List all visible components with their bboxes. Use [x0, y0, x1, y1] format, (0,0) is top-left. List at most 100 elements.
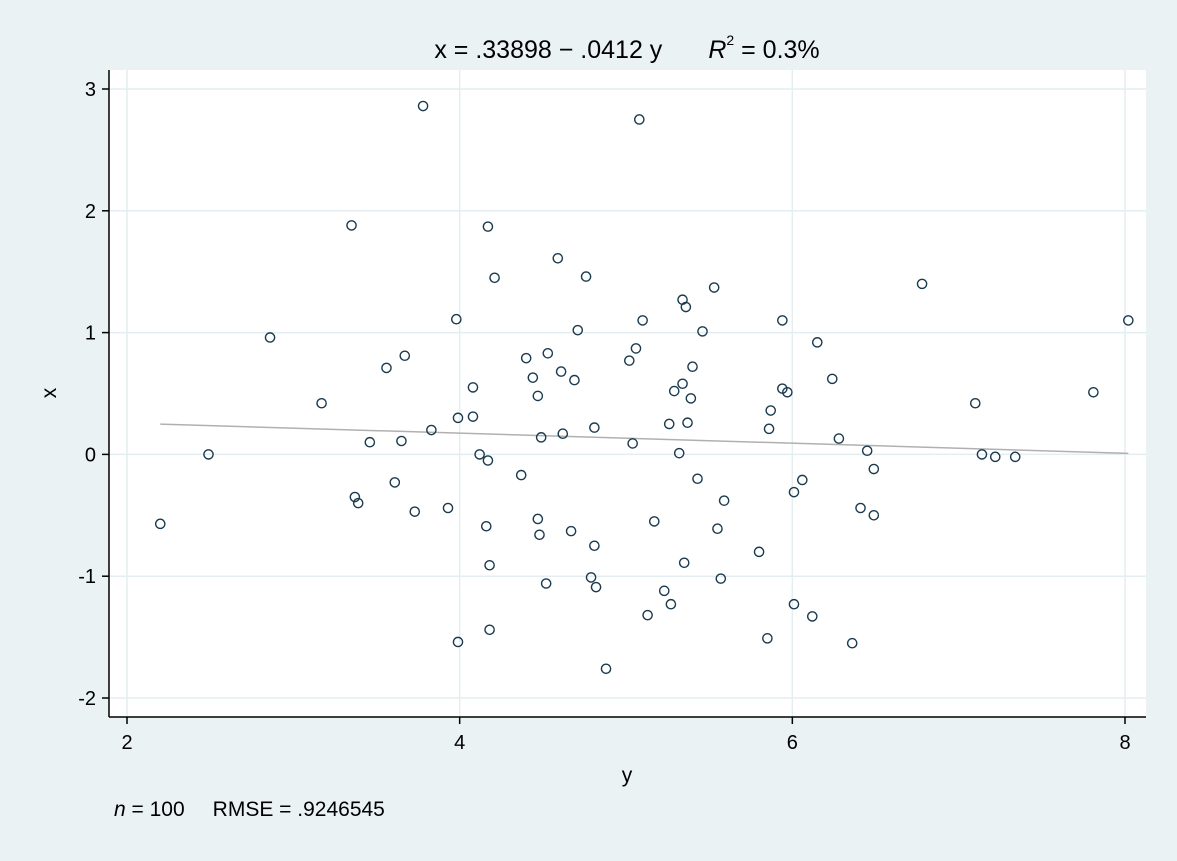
data-point — [482, 455, 494, 466]
data-point — [668, 385, 680, 397]
data-point — [484, 624, 495, 636]
data-point — [316, 397, 327, 409]
data-point — [708, 282, 720, 293]
data-point — [352, 497, 364, 509]
data-point — [627, 438, 638, 449]
x-tick-label: 4 — [454, 732, 465, 754]
data-point — [349, 491, 361, 503]
data-point — [673, 447, 685, 459]
data-point — [474, 449, 485, 460]
data-point — [682, 417, 693, 429]
data-point — [520, 352, 532, 364]
data-point — [534, 529, 545, 541]
data-point — [381, 362, 392, 374]
data-point — [753, 546, 765, 558]
data-point — [364, 436, 376, 448]
y-tick-label: 2 — [85, 201, 96, 223]
data-point — [777, 315, 788, 326]
data-point — [569, 374, 580, 386]
data-point — [572, 324, 584, 336]
data-point — [665, 598, 677, 610]
footer-n-symbol: n — [114, 798, 126, 821]
data-point — [624, 355, 635, 366]
data-point — [685, 393, 697, 404]
data-point — [715, 573, 727, 584]
data-point — [542, 348, 554, 359]
data-point — [532, 513, 544, 525]
footer-n-value: = 100 — [126, 798, 185, 821]
y-tick-label: 1 — [85, 323, 96, 345]
y-tick-label: 0 — [85, 444, 96, 466]
y-tick-label: -1 — [78, 566, 96, 588]
data-point — [426, 424, 437, 436]
title-r-symbol: R — [708, 36, 726, 64]
data-point — [642, 609, 653, 621]
data-point — [692, 473, 703, 485]
data-point — [718, 495, 730, 506]
x-tick-label: 2 — [121, 732, 132, 754]
data-point — [389, 477, 401, 488]
data-point — [658, 585, 670, 597]
data-point — [806, 611, 818, 622]
data-point — [452, 636, 464, 648]
data-point — [763, 423, 775, 435]
data-point — [765, 405, 777, 416]
data-point — [552, 253, 564, 264]
data-point — [484, 559, 495, 571]
data-point — [687, 361, 698, 373]
data-point — [600, 663, 612, 675]
data-point — [409, 506, 421, 517]
data-point — [677, 378, 688, 390]
x-axis-label: y — [622, 764, 633, 787]
title-equation: x = .33898 − .0412 y — [434, 36, 662, 64]
data-point — [555, 366, 567, 377]
data-point — [590, 581, 602, 593]
footer-rmse: RMSE = .9246545 — [213, 798, 385, 821]
data-point — [833, 433, 845, 444]
data-point — [970, 397, 981, 409]
x-tick-label: 8 — [1119, 732, 1130, 754]
data-point — [585, 572, 597, 583]
axes: 3 2 1 0 -1 -2 2 4 6 8 — [78, 70, 1146, 754]
data-point — [976, 449, 988, 460]
data-point — [154, 518, 166, 530]
data-point — [540, 578, 552, 589]
data-point — [762, 633, 773, 644]
data-point — [916, 278, 928, 290]
y-axis-label: x — [38, 387, 61, 398]
data-point — [989, 451, 1001, 463]
data-point — [535, 432, 547, 443]
data-point — [648, 516, 660, 527]
data-point — [482, 221, 494, 232]
data-point — [346, 220, 357, 231]
data-point — [634, 114, 645, 125]
data-point — [1088, 386, 1099, 398]
data-point — [451, 313, 462, 325]
data-point — [788, 486, 800, 498]
plot-area — [109, 70, 1146, 717]
data-point — [663, 418, 675, 430]
data-point — [264, 332, 276, 343]
data-point — [1009, 451, 1021, 463]
data-point — [855, 502, 866, 514]
data-point — [399, 350, 411, 362]
data-point — [1123, 315, 1134, 326]
data-point — [565, 525, 577, 537]
data-point — [826, 373, 838, 385]
data-point — [527, 372, 539, 383]
data-point — [782, 386, 793, 398]
data-point — [489, 272, 500, 284]
chart-title: x = .33898 − .0412 y R2 = 0.3% — [434, 32, 819, 64]
data-point — [797, 474, 808, 486]
footer-stats: n = 100 RMSE = .9246545 — [114, 798, 385, 821]
data-point — [532, 390, 544, 402]
data-point — [589, 540, 600, 552]
data-point — [788, 598, 800, 610]
data-point — [630, 343, 642, 354]
y-tick-label: 3 — [85, 79, 96, 101]
data-point — [396, 435, 407, 447]
data-point — [868, 463, 880, 475]
data-point — [480, 520, 492, 532]
